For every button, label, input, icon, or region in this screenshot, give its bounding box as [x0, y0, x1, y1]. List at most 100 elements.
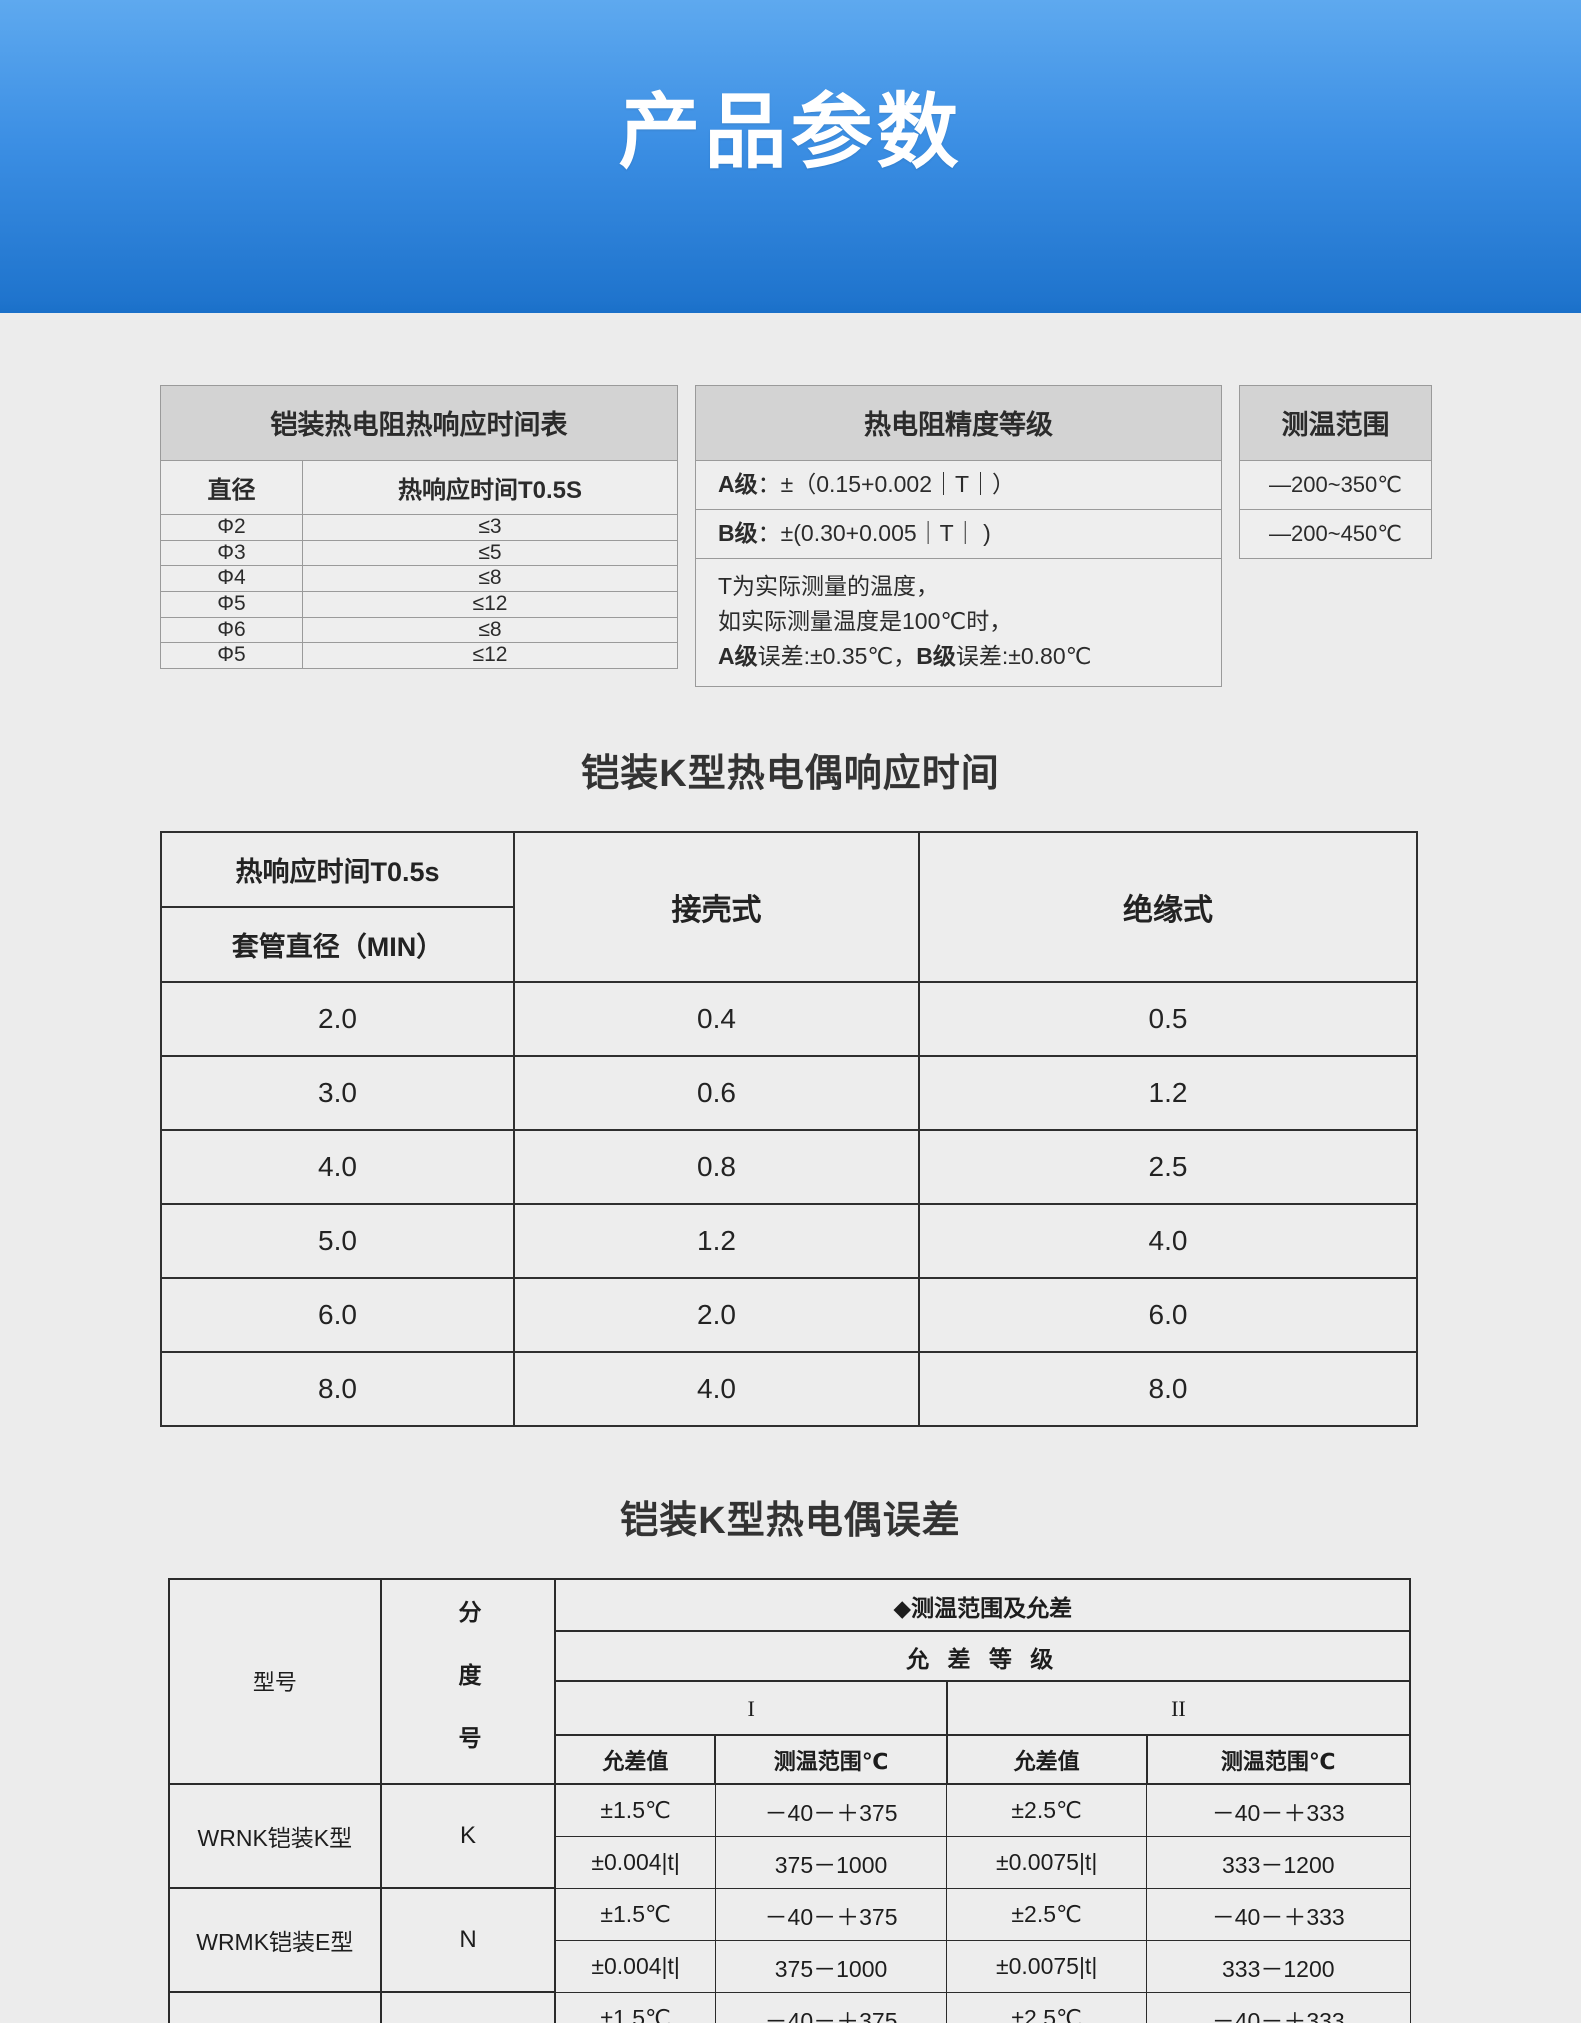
grade-b-value: ：±(0.30+0.005｜T｜ ) — [757, 519, 991, 546]
cell-rng-1b: 375－1000 — [714, 1835, 948, 1889]
rtd-col-diameter: 直径 — [160, 460, 303, 515]
note-err-a: 误差:±0.35℃， — [757, 642, 917, 669]
cell-insulated: 8.0 — [918, 1350, 1418, 1427]
cell-shell: 2.0 — [513, 1276, 920, 1353]
rtd-col-time: 热响应时间T0.5S — [302, 460, 678, 515]
section-title-error: 铠装K型热电偶误差 — [620, 1499, 961, 1542]
err-level-1: I — [554, 1679, 948, 1736]
cell-rng-2b: 333－1200 — [1146, 1939, 1411, 1993]
spec-tables-row: 铠装热电阻热响应时间表 直径 热响应时间T0.5S Φ2 ≤3 Φ3 ≤5 Φ4… — [0, 313, 1581, 687]
cell-diameter: 3.0 — [160, 1054, 515, 1131]
cell-insulated: 1.2 — [918, 1054, 1418, 1131]
cell-grade: K — [379, 1782, 557, 1890]
table-row: 5.0 1.2 4.0 — [160, 1202, 1418, 1279]
err-sub-range-2: 测温范围℃ — [1145, 1733, 1412, 1785]
cell-shell: 0.8 — [513, 1128, 920, 1205]
k-col-shell: 接壳式 — [513, 830, 920, 983]
cell-tol-1a: ±1.5℃ — [554, 1783, 716, 1837]
grade-a-value: ：±（0.15+0.002｜T｜） — [757, 471, 1016, 497]
page-banner: 产品参数 — [0, 0, 1581, 313]
accuracy-note: T为实际测量的温度， 如实际测量温度是100℃时， A级误差:±0.35℃，B级… — [695, 557, 1222, 687]
k-col-insulated: 绝缘式 — [918, 830, 1418, 983]
cell-time: ≤8 — [302, 616, 678, 644]
note-line-3: A级误差:±0.35℃，B级误差:±0.80℃ — [718, 639, 1203, 674]
cell-rng-2b: 333－1200 — [1146, 1835, 1411, 1889]
err-level-2: II — [945, 1679, 1412, 1736]
err-sub-tol-1: 允差值 — [554, 1733, 717, 1785]
cell-model: WRMK铠装E型 — [168, 1887, 382, 1994]
err-span-title: ◆测温范围及允差 — [554, 1577, 1411, 1632]
note-line-1: T为实际测量的温度， — [718, 572, 940, 599]
rtd-response-time-table: 铠装热电阻热响应时间表 直径 热响应时间T0.5S Φ2 ≤3 Φ3 ≤5 Φ4… — [160, 385, 678, 670]
table-row: Φ2 ≤3 — [160, 514, 678, 541]
cell-insulated: 2.5 — [918, 1128, 1418, 1205]
cell-diameter: 8.0 — [160, 1350, 515, 1427]
page-title: 产品参数 — [618, 87, 963, 178]
table-row: B级：±(0.30+0.005｜T｜ ) — [695, 508, 1222, 559]
cell-diameter: 4.0 — [160, 1128, 515, 1205]
err-col-grade: 分 度 号 — [379, 1577, 557, 1785]
cell-tol-2b: ±0.0075|t| — [946, 1835, 1148, 1889]
cell-grade: E — [379, 1991, 557, 2023]
note-grade-b: B级 — [916, 642, 956, 669]
table-row: 4.0 0.8 2.5 — [160, 1128, 1418, 1205]
cell-shell: 0.6 — [513, 1054, 920, 1131]
cell-time: ≤12 — [302, 591, 678, 618]
table-row: 8.0 4.0 8.0 — [160, 1350, 1418, 1427]
cell-tol-2a: ±2.5℃ — [946, 1991, 1148, 2023]
table-row: A级：±（0.15+0.002｜T｜） — [695, 460, 1222, 510]
table-row: Φ6 ≤8 — [160, 616, 678, 644]
table-row: WRNK铠装K型 K ±1.5℃ －40－＋375 ±2.5℃ －40－＋333 — [168, 1782, 1411, 1890]
cell-insulated: 0.5 — [918, 980, 1418, 1057]
table-row: WREK铠装E型 E ±1.5℃ －40－＋375 ±2.5℃ －40－＋333 — [168, 1991, 1411, 2023]
cell-tol-1b: ±0.004|t| — [554, 1939, 716, 1993]
err-col-model: 型号 — [168, 1577, 382, 1785]
table-row: 3.0 0.6 1.2 — [160, 1054, 1418, 1131]
cell-shell: 4.0 — [513, 1350, 920, 1427]
cell-diameter: 2.0 — [160, 980, 515, 1057]
cell-diameter: Φ5 — [160, 591, 303, 618]
cell-shell: 0.4 — [513, 980, 920, 1057]
cell-time: ≤8 — [302, 565, 678, 593]
k-response-table-wrap: 热响应时间T0.5s 套管直径（MIN） 接壳式 绝缘式 2.0 0.4 0.5… — [0, 797, 1581, 1427]
cell-tol-1b: ±0.004|t| — [554, 1835, 716, 1889]
cell-rng-2a: －40－＋333 — [1146, 1887, 1411, 1941]
cell-diameter: Φ3 — [160, 539, 303, 567]
rtd-accuracy-table: 热电阻精度等级 A级：±（0.15+0.002｜T｜） B级：±(0.30+0.… — [695, 385, 1222, 687]
temp-range-value: —200~450℃ — [1239, 509, 1432, 559]
cell-rng-2a: －40－＋333 — [1146, 1783, 1411, 1837]
cell-shell: 1.2 — [513, 1202, 920, 1279]
section-title-response: 铠装K型热电偶响应时间 — [581, 752, 1000, 795]
cell-diameter: 6.0 — [160, 1276, 515, 1353]
table-row: Φ5 ≤12 — [160, 591, 678, 618]
rtd-accuracy-caption: 热电阻精度等级 — [695, 385, 1222, 461]
note-err-b: 误差:±0.80℃ — [955, 642, 1092, 669]
cell-tol-1a: ±1.5℃ — [554, 1991, 716, 2023]
grade-b-label: B级 — [718, 519, 758, 546]
cell-rng-1b: 375－1000 — [714, 1939, 948, 1993]
page-body: 铠装热电阻热响应时间表 直径 热响应时间T0.5S Φ2 ≤3 Φ3 ≤5 Φ4… — [0, 313, 1581, 2023]
err-col-grade-label: 分 度 号 — [455, 1600, 482, 1757]
cell-time: ≤12 — [302, 642, 678, 670]
grade-b-row: B级：±(0.30+0.005｜T｜ ) — [695, 508, 1222, 559]
cell-tol-2a: ±2.5℃ — [946, 1783, 1148, 1837]
cell-time: ≤5 — [302, 539, 678, 567]
cell-diameter: 5.0 — [160, 1202, 515, 1279]
table-row: T为实际测量的温度， 如实际测量温度是100℃时， A级误差:±0.35℃，B级… — [695, 557, 1222, 687]
table-row: Φ5 ≤12 — [160, 642, 678, 670]
cell-model: WREK铠装E型 — [168, 1991, 382, 2023]
k-header-line1: 热响应时间T0.5s — [162, 833, 513, 908]
table-row: —200~350℃ — [1239, 460, 1432, 510]
err-sub-range-1: 测温范围℃ — [714, 1733, 948, 1785]
temp-range-value: —200~350℃ — [1239, 460, 1432, 510]
note-grade-a: A级 — [718, 642, 758, 669]
note-line-2: 如实际测量温度是100℃时， — [718, 607, 1013, 634]
k-response-table: 热响应时间T0.5s 套管直径（MIN） 接壳式 绝缘式 2.0 0.4 0.5… — [160, 830, 1418, 1427]
temp-range-caption: 测温范围 — [1239, 385, 1432, 461]
table-row: —200~450℃ — [1239, 509, 1432, 559]
rtd-response-caption: 铠装热电阻热响应时间表 — [160, 385, 678, 461]
table-row: 6.0 2.0 6.0 — [160, 1276, 1418, 1353]
cell-tol-2a: ±2.5℃ — [946, 1887, 1148, 1941]
table-row: 2.0 0.4 0.5 — [160, 980, 1418, 1057]
grade-a-row: A级：±（0.15+0.002｜T｜） — [695, 460, 1222, 510]
